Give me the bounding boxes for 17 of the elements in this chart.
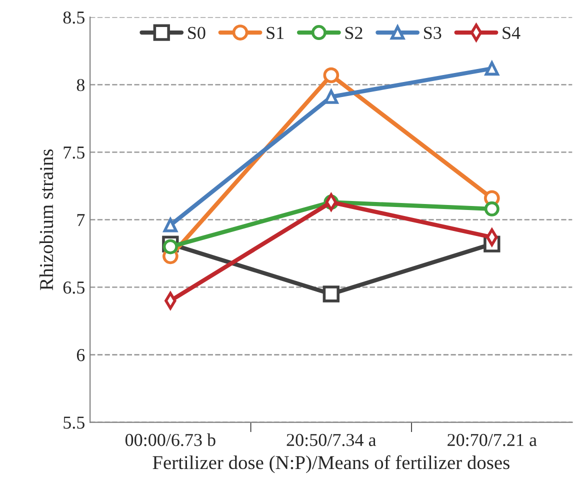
- y-tick-label: 8.5: [63, 11, 84, 24]
- y-axis-title: Rhizobium strains: [39, 149, 54, 290]
- y-tick-label: 7.5: [64, 146, 84, 159]
- x-tick-label: 20:70/7.21 a: [448, 434, 537, 446]
- x-tick-label: 00:00/6.73 b: [125, 433, 216, 446]
- x-tick-label: 20:50/7.34 a: [286, 434, 376, 446]
- y-tick-label: 8: [76, 78, 85, 92]
- y-tick-label: 6: [76, 349, 85, 362]
- legend-label: S3: [424, 26, 442, 40]
- y-tick-label: 6.5: [63, 282, 84, 294]
- legend-label: S2: [345, 26, 362, 40]
- legend-label: S1: [266, 26, 284, 40]
- y-tick-label: 5.5: [64, 416, 84, 429]
- x-axis-title: Fertilizer dose (N:P)/Means of fertilizer doses: [152, 455, 510, 474]
- y-tick-label: 7: [77, 214, 85, 226]
- legend-label: S0: [188, 26, 206, 40]
- legend-label: S4: [502, 26, 520, 40]
